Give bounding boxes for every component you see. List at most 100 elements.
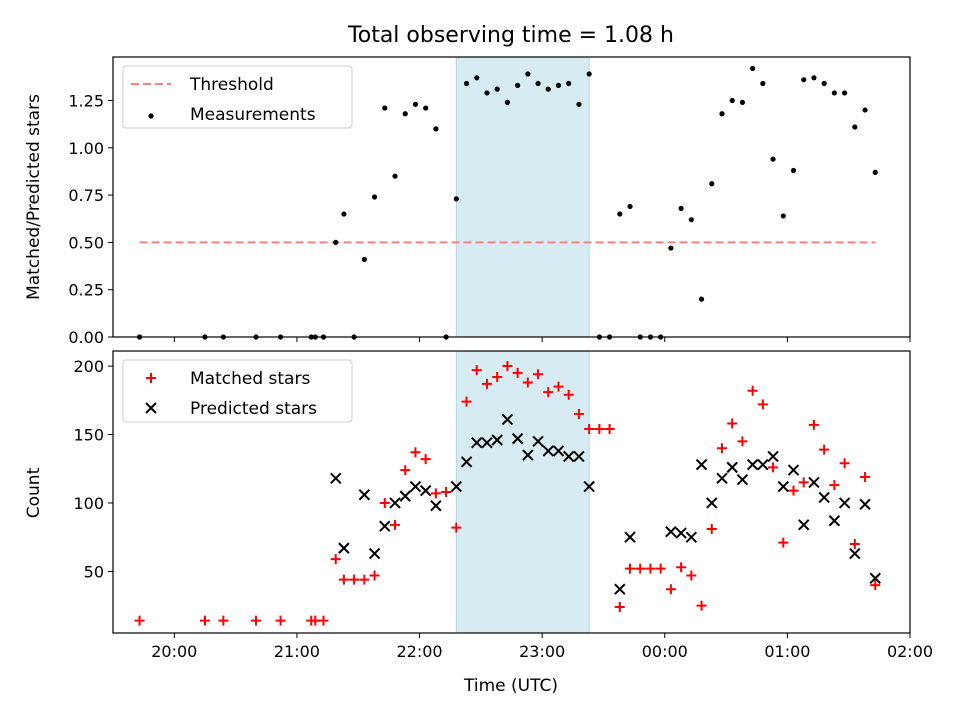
predicted-star-point xyxy=(736,473,749,486)
y-tick-label: 100 xyxy=(73,494,104,513)
top-chart-title: Total observing time = 1.08 h xyxy=(347,23,674,48)
measurement-point xyxy=(760,80,766,87)
predicted-star-point xyxy=(389,497,401,509)
measurement-point xyxy=(668,245,674,251)
x-tick-label: 01:00 xyxy=(764,642,810,661)
predicted-star-point xyxy=(399,490,411,502)
bottom-plot-area: 50 100 150 200 20:00 21:00 22:00 23:00 00:00 01:0… xyxy=(73,350,933,661)
predicted-star-point xyxy=(573,450,585,463)
predicted-star-point xyxy=(675,527,687,539)
measurement-point xyxy=(678,205,684,211)
matched-star-point xyxy=(594,424,605,435)
measurement-point xyxy=(484,90,490,96)
matched-star-point xyxy=(390,519,401,530)
measurement-point xyxy=(586,71,592,77)
matched-star-point xyxy=(727,418,738,429)
matched-star-point xyxy=(584,424,595,435)
x-tick-label: 23:00 xyxy=(519,642,565,661)
matched-star-point xyxy=(788,485,799,496)
y-tick-label: 1.25 xyxy=(68,92,104,111)
predicted-star-point xyxy=(522,449,534,461)
measurement-point xyxy=(821,80,827,87)
matched-star-point xyxy=(747,385,758,396)
matched-star-point xyxy=(533,369,544,380)
matched-star-point xyxy=(502,361,513,372)
predicted-star-point xyxy=(818,491,830,504)
predicted-star-point xyxy=(491,434,503,446)
predicted-star-point xyxy=(330,472,342,485)
matched-star-point xyxy=(451,522,462,533)
matched-star-point xyxy=(829,480,840,491)
legend-label: Threshold xyxy=(189,75,274,95)
matched-star-point xyxy=(870,580,881,591)
predicted-star-point xyxy=(685,531,698,543)
legend-label: Matched stars xyxy=(190,369,310,389)
predicted-star-point xyxy=(624,531,636,543)
x-tick-label: 22:00 xyxy=(396,642,442,661)
matched-star-point xyxy=(655,563,666,574)
matched-star-point xyxy=(379,497,390,508)
legend: Matched stars Predicted stars xyxy=(122,359,353,423)
matched-star-point xyxy=(218,615,229,626)
measurement-point xyxy=(831,90,837,96)
predicted-star-point xyxy=(511,432,524,445)
predicted-star-point xyxy=(726,461,738,474)
measurement-point xyxy=(750,65,756,71)
measurement-point xyxy=(790,167,797,174)
matched-star-point xyxy=(768,462,779,473)
legend-measurement-swatch xyxy=(148,113,154,119)
matched-star-point xyxy=(330,554,341,565)
measurement-point xyxy=(423,105,429,111)
y-tick-label: 200 xyxy=(73,357,104,376)
matched-star-point xyxy=(716,443,727,454)
legend-label: Predicted stars xyxy=(190,399,317,419)
matched-star-point xyxy=(839,458,850,469)
predicted-star-point xyxy=(849,547,861,560)
matched-star-point xyxy=(410,447,421,458)
predicted-star-point xyxy=(808,476,820,489)
measurement-point xyxy=(617,211,623,217)
predicted-star-point xyxy=(481,437,493,449)
predicted-star-point xyxy=(379,520,391,532)
measurement-point xyxy=(535,80,541,87)
predicted-star-point xyxy=(563,450,575,463)
predicted-star-point xyxy=(706,497,718,509)
measurement-point xyxy=(412,101,419,107)
matched-star-point xyxy=(819,444,830,455)
measurement-point xyxy=(709,181,715,187)
measurement-point xyxy=(371,194,378,200)
measurement-point xyxy=(463,80,470,87)
measurement-point xyxy=(525,71,531,77)
measurement-point xyxy=(402,111,408,117)
measurement-point xyxy=(842,90,848,96)
measurement-point xyxy=(453,196,459,202)
predicted-star-point xyxy=(542,445,554,457)
matched-star-point xyxy=(461,396,472,407)
matched-star-point xyxy=(665,584,676,595)
x-tick-label: 20:00 xyxy=(151,642,197,661)
matched-star-point xyxy=(860,471,871,482)
predicted-star-point xyxy=(614,583,626,595)
matched-star-point xyxy=(441,487,452,497)
measurement-point xyxy=(494,86,500,92)
predicted-star-point xyxy=(746,458,759,471)
predicted-star-point xyxy=(695,458,708,471)
measurement-point xyxy=(801,77,807,83)
predicted-star-point xyxy=(838,497,851,509)
matched-star-point xyxy=(512,367,523,378)
measurement-point xyxy=(333,239,339,246)
matched-star-point xyxy=(635,563,646,574)
predicted-star-point xyxy=(471,437,483,449)
y-tick-label: 0.25 xyxy=(68,281,104,300)
y-tick-label: 0.75 xyxy=(68,186,104,205)
matched-star-point xyxy=(543,387,554,398)
highlight-span xyxy=(455,56,590,338)
x-axis-label: Time (UTC) xyxy=(463,676,558,696)
series-matched-stars xyxy=(134,361,881,626)
matched-star-point xyxy=(849,539,860,550)
y-tick-label: 150 xyxy=(73,426,104,445)
x-tick-label: 00:00 xyxy=(642,642,688,661)
measurement-point xyxy=(545,86,551,92)
measurement-point xyxy=(739,99,746,106)
